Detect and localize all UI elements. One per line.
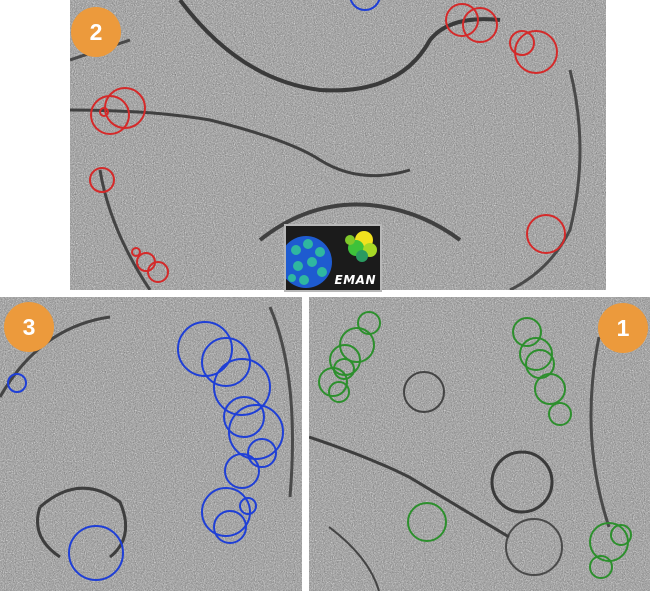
panel-number-badge: 3 xyxy=(4,302,54,352)
pick-circle xyxy=(223,396,265,438)
pick-circle xyxy=(213,358,271,416)
pick-circle xyxy=(247,438,277,468)
pick-circle xyxy=(136,252,156,272)
pick-circle xyxy=(589,555,613,579)
panel-number-badge: 1 xyxy=(598,303,648,353)
pick-circle xyxy=(534,373,566,405)
pick-circle xyxy=(68,525,124,581)
pick-circle xyxy=(548,402,572,426)
pick-circle xyxy=(131,247,141,257)
pick-circle-blue xyxy=(349,0,381,11)
tomogram-panel-2 xyxy=(70,0,606,290)
pick-circle xyxy=(445,3,479,37)
membrane-outlines xyxy=(309,336,611,591)
pick-circle xyxy=(201,487,251,537)
pick-circle xyxy=(318,367,348,397)
eman-logo: EMAN xyxy=(284,224,382,292)
pick-circle xyxy=(526,214,566,254)
pick-circle xyxy=(213,510,247,544)
pick-circle xyxy=(519,337,553,371)
pick-circle xyxy=(610,524,632,546)
pick-circle xyxy=(357,311,381,335)
pick-circle xyxy=(509,30,535,56)
pick-circle xyxy=(462,7,498,43)
pick-circle xyxy=(104,87,146,129)
pick-circle xyxy=(147,261,169,283)
pick-circle xyxy=(328,381,350,403)
pick-circle xyxy=(224,453,260,489)
pick-circle xyxy=(239,497,257,515)
tomogram-panel-1 xyxy=(309,297,650,591)
pick-circle xyxy=(514,30,558,74)
panel-number-badge: 2 xyxy=(71,7,121,57)
pick-circle xyxy=(589,522,629,562)
pick-circle xyxy=(228,404,284,460)
pick-circle xyxy=(7,373,27,393)
logo-text: EMAN xyxy=(334,273,376,287)
pick-circle xyxy=(512,317,542,347)
particle-picks-green xyxy=(318,311,632,579)
particle-picks-red xyxy=(89,0,566,283)
virus-particle-icon xyxy=(286,231,377,288)
pick-circle xyxy=(333,358,355,380)
pick-circle xyxy=(99,107,109,117)
pick-circle xyxy=(89,167,115,193)
pick-circle xyxy=(177,321,233,377)
pick-circle xyxy=(201,337,251,387)
particle-picks-blue xyxy=(7,321,284,581)
pick-circle xyxy=(407,502,447,542)
tomogram-panel-3 xyxy=(0,297,302,591)
